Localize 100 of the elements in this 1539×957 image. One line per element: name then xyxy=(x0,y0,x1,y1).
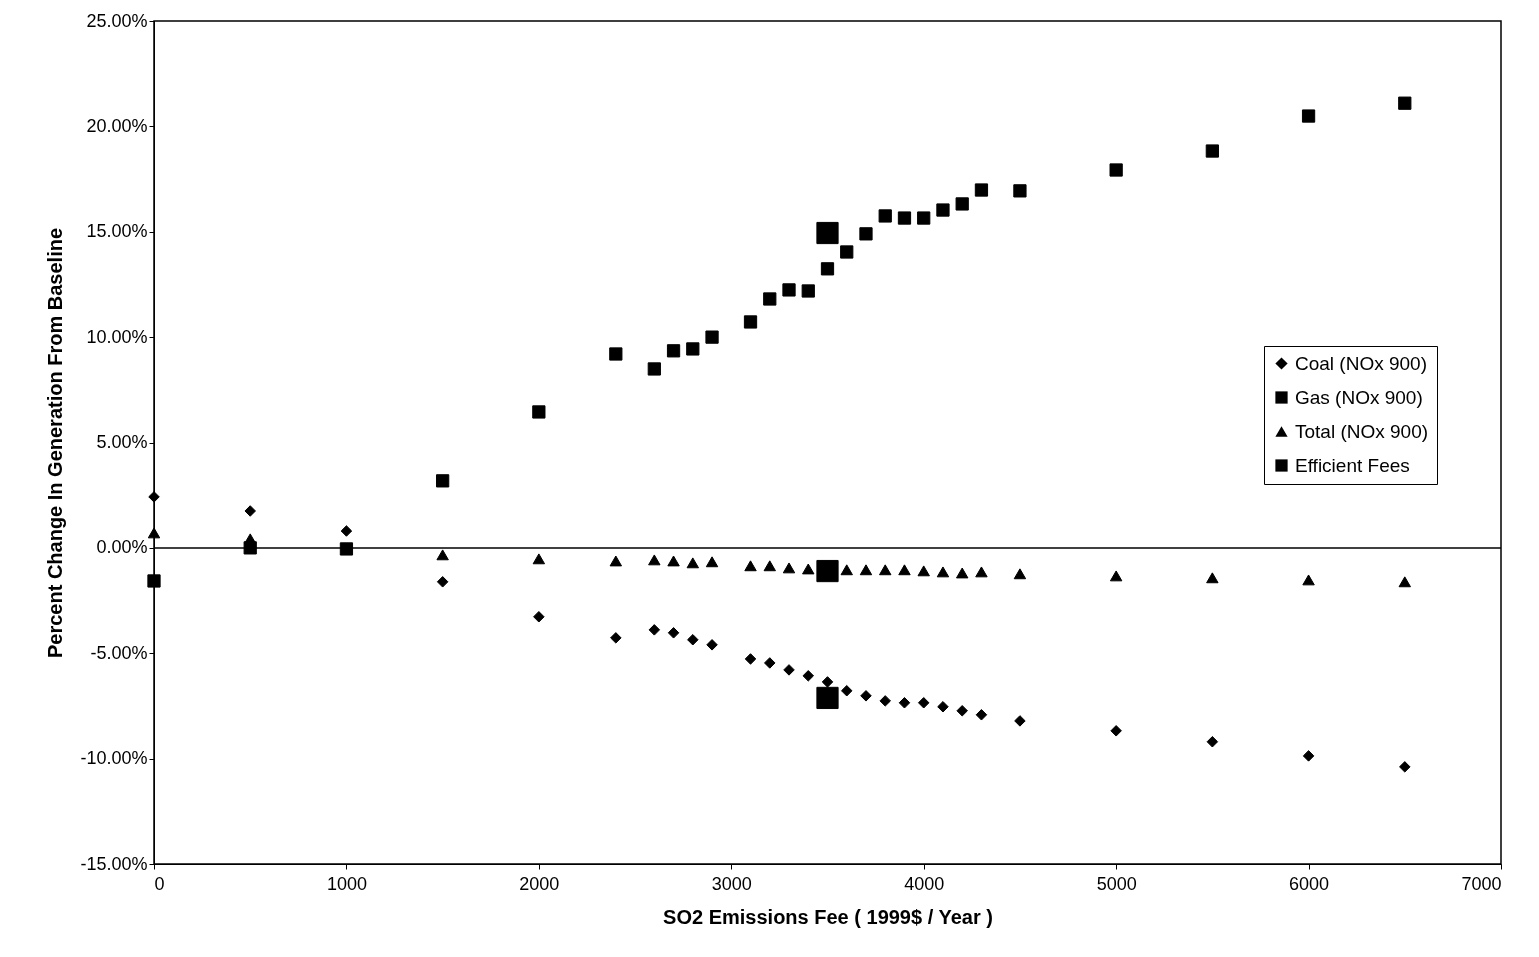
x-axis-title: SO2 Emissions Fee ( 1999$ / Year ) xyxy=(663,905,993,928)
point xyxy=(148,491,160,503)
x-tick-label: 7000 xyxy=(1461,873,1502,894)
point xyxy=(764,657,776,669)
point xyxy=(783,664,795,676)
point xyxy=(955,197,969,211)
point xyxy=(1398,576,1411,588)
point xyxy=(936,203,950,217)
y-tick-label: 15.00% xyxy=(86,221,148,242)
point xyxy=(840,564,853,576)
point xyxy=(1109,163,1123,177)
point xyxy=(648,624,661,636)
point xyxy=(1398,96,1412,110)
point xyxy=(1110,725,1122,737)
legend-label: Efficient Fees xyxy=(1295,454,1410,476)
y-tick-label: 10.00% xyxy=(86,326,148,347)
point xyxy=(1399,761,1411,773)
point xyxy=(820,262,835,276)
point xyxy=(763,292,777,306)
point xyxy=(1013,184,1027,198)
point xyxy=(898,697,911,709)
point xyxy=(436,549,449,561)
point xyxy=(686,557,699,569)
point xyxy=(879,564,892,576)
point xyxy=(666,344,681,358)
point xyxy=(706,639,718,651)
point xyxy=(147,574,161,588)
point xyxy=(436,474,450,488)
y-tick-label: -15.00% xyxy=(80,853,148,874)
point xyxy=(917,697,930,709)
point xyxy=(244,505,256,517)
point xyxy=(816,221,839,245)
point xyxy=(936,566,950,578)
point xyxy=(975,709,988,721)
point xyxy=(609,347,623,361)
point xyxy=(1205,144,1219,158)
y-tick-label: 20.00% xyxy=(86,115,148,136)
point xyxy=(743,315,758,329)
x-tick-label: 4000 xyxy=(904,873,945,894)
point xyxy=(532,405,546,419)
point xyxy=(975,566,988,578)
point xyxy=(1014,715,1026,727)
point xyxy=(609,555,623,567)
point xyxy=(744,653,757,665)
x-tick-label: 6000 xyxy=(1289,873,1330,894)
point xyxy=(244,533,257,545)
point xyxy=(1013,568,1027,580)
point xyxy=(1302,750,1315,762)
point xyxy=(841,685,853,697)
point xyxy=(705,330,719,344)
point xyxy=(878,209,892,223)
point xyxy=(1301,109,1316,123)
point xyxy=(744,560,757,572)
point xyxy=(956,567,969,579)
point xyxy=(532,553,546,565)
point xyxy=(705,556,719,568)
point xyxy=(860,690,872,702)
point xyxy=(937,701,949,713)
y-tick-label: 5.00% xyxy=(96,432,148,452)
point xyxy=(610,632,622,644)
x-tick-label: 0 xyxy=(154,873,165,894)
point xyxy=(956,705,968,717)
point xyxy=(686,342,700,356)
x-tick-label: 5000 xyxy=(1096,873,1137,894)
point xyxy=(147,527,161,539)
point xyxy=(667,627,680,639)
y-tick-label: -5.00% xyxy=(90,642,148,663)
legend-label: Total (NOx 900) xyxy=(1295,420,1429,442)
point xyxy=(816,686,839,710)
legend-label: Gas (NOx 900) xyxy=(1295,386,1423,408)
point xyxy=(897,211,912,225)
y-tick-label: 25.00% xyxy=(86,10,148,31)
point xyxy=(821,676,834,688)
point xyxy=(859,564,873,576)
point xyxy=(533,611,545,623)
point xyxy=(1109,570,1123,582)
point xyxy=(802,563,815,575)
point xyxy=(801,284,815,298)
point xyxy=(974,183,989,197)
point xyxy=(687,634,699,646)
point xyxy=(840,245,854,259)
point xyxy=(917,565,930,577)
point xyxy=(917,211,931,225)
point xyxy=(340,525,353,537)
point xyxy=(339,542,354,556)
legend-label: Coal (NOx 900) xyxy=(1295,352,1427,374)
point xyxy=(1302,574,1315,586)
y-tick-label: 0.00% xyxy=(96,537,148,558)
y-axis-title: Percent Change In Generation From Baseline xyxy=(44,227,67,659)
point xyxy=(879,695,891,707)
x-tick-label: 1000 xyxy=(326,873,367,894)
point xyxy=(667,555,680,567)
point xyxy=(782,562,796,574)
x-tick-label: 3000 xyxy=(711,873,752,894)
y-tick-label: -10.00% xyxy=(80,748,148,769)
point xyxy=(802,670,814,682)
point xyxy=(898,564,911,576)
point xyxy=(436,576,449,588)
point xyxy=(859,227,873,241)
point xyxy=(1206,572,1219,584)
